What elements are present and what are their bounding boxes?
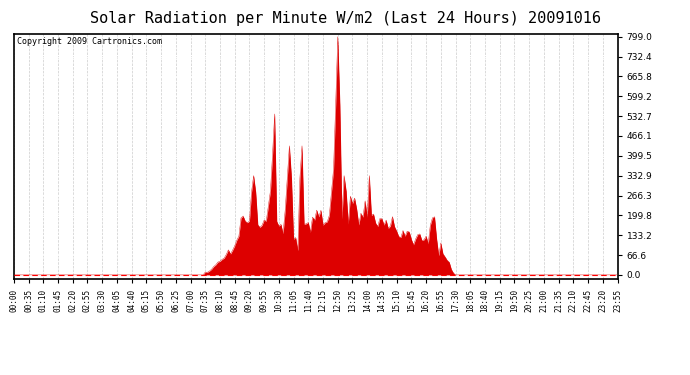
Text: Solar Radiation per Minute W/m2 (Last 24 Hours) 20091016: Solar Radiation per Minute W/m2 (Last 24…	[90, 11, 600, 26]
Text: Copyright 2009 Cartronics.com: Copyright 2009 Cartronics.com	[17, 38, 162, 46]
